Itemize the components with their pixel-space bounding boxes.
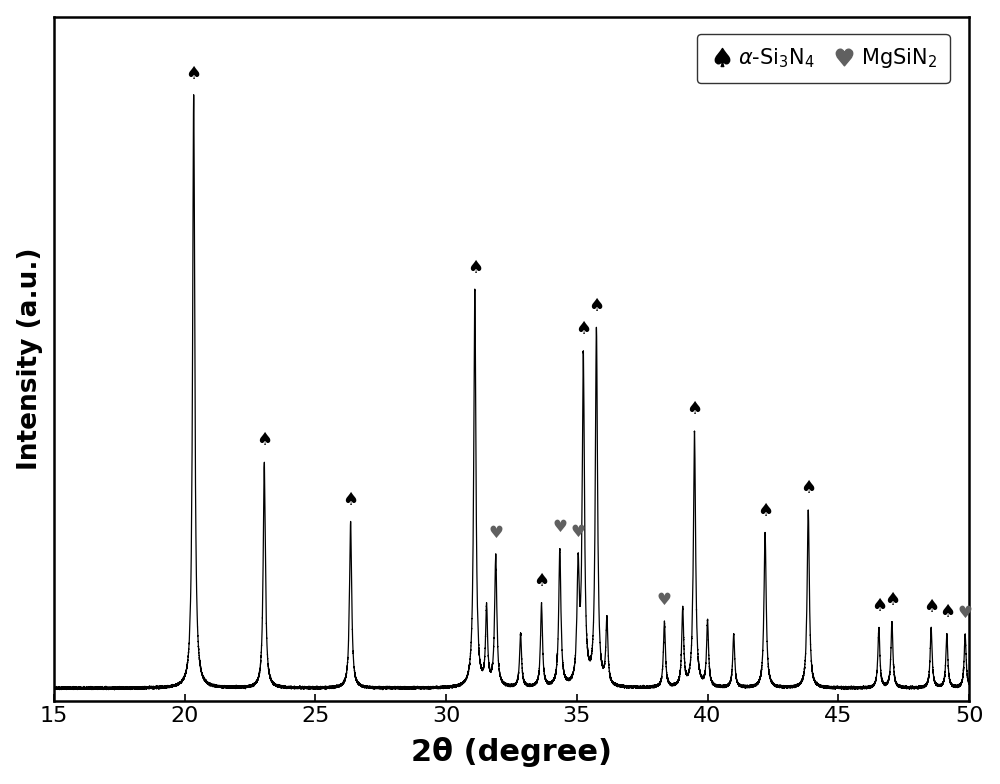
Text: ♥: ♥ [958, 604, 973, 622]
Text: ♠: ♠ [467, 260, 483, 278]
X-axis label: 2θ (degree): 2θ (degree) [411, 737, 612, 768]
Text: ♥: ♥ [657, 591, 672, 609]
Text: ♠: ♠ [800, 479, 816, 497]
Legend: $\alpha$-Si$_3$N$_4$, MgSiN$_2$: $\alpha$-Si$_3$N$_4$, MgSiN$_2$ [697, 34, 950, 83]
Y-axis label: Intensity (a.u.): Intensity (a.u.) [17, 248, 43, 470]
Text: ♠: ♠ [757, 502, 773, 520]
Text: ♠: ♠ [533, 572, 550, 590]
Text: ♠: ♠ [186, 65, 202, 83]
Text: ♥: ♥ [552, 517, 567, 535]
Text: ♠: ♠ [686, 400, 703, 418]
Text: ♠: ♠ [575, 320, 591, 338]
Text: ♠: ♠ [588, 297, 604, 315]
Text: ♥: ♥ [571, 523, 586, 541]
Text: ♠: ♠ [923, 597, 939, 615]
Text: ♠: ♠ [939, 603, 955, 621]
Text: ♠: ♠ [256, 431, 272, 449]
Text: ♠: ♠ [871, 597, 887, 615]
Text: ♠: ♠ [343, 491, 359, 509]
Text: ♥: ♥ [488, 524, 503, 542]
Text: ♠: ♠ [884, 591, 900, 609]
